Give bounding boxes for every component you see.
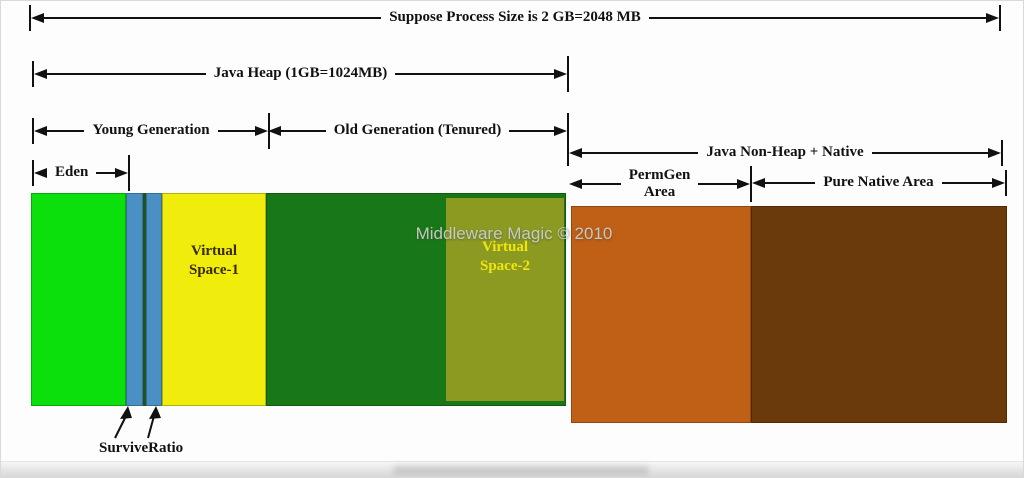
arrow-line [698, 183, 738, 185]
arrow-young-generation: Young Generation [32, 113, 270, 149]
arrowhead-right-icon [992, 178, 1006, 188]
arrowhead-left-icon [34, 126, 47, 136]
arrow-old-generation: Old Generation (Tenured) [268, 113, 570, 149]
old-generation-label: Old Generation (Tenured) [333, 122, 502, 139]
pure-native-block [751, 206, 1007, 423]
arrow-line [47, 73, 206, 75]
arrowhead-left-icon [34, 69, 47, 79]
virtual-space-2-label: Virtual Space-2 [480, 239, 530, 274]
arrow-java-heap: Java Heap (1GB=1024MB) [32, 56, 570, 92]
arrow-tick [1005, 170, 1008, 196]
arrowhead-right-icon [737, 179, 751, 189]
eden-label: Eden [55, 164, 89, 181]
arrow-tick [29, 5, 31, 31]
arrow-line [871, 152, 989, 154]
arrow-tick [750, 166, 753, 202]
arrow-line [941, 182, 993, 184]
arrow-line [281, 130, 326, 132]
arrow-line [47, 130, 85, 132]
non-heap-label: Java Non-Heap + Native [706, 144, 864, 161]
arrow-permgen: PermGen Area [569, 165, 753, 203]
arrow-line [648, 17, 986, 19]
arrow-process-size: Suppose Process Size is 2 GB=2048 MB [29, 5, 1001, 31]
arrow-tick [32, 160, 34, 186]
virtual-space-1-block: Virtual Space-1 [162, 193, 266, 406]
arrow-line [44, 17, 382, 19]
arrowhead-right-icon [554, 126, 568, 136]
arrowhead-left-icon [34, 168, 47, 178]
process-size-label: Suppose Process Size is 2 GB=2048 MB [389, 9, 641, 26]
survive-ratio-label: SurviveRatio [99, 440, 184, 456]
arrowhead-right-icon [554, 69, 568, 79]
arrow-tick [999, 5, 1001, 31]
permgen-block [571, 206, 751, 423]
arrowhead-right-icon [115, 168, 128, 178]
java-heap-label: Java Heap (1GB=1024MB) [213, 65, 388, 82]
arrow-line [96, 172, 115, 174]
arrow-line [509, 130, 555, 132]
arrow-tick [32, 61, 34, 87]
pure-native-label: Pure Native Area [823, 174, 934, 191]
arrowhead-left-icon [569, 179, 582, 189]
virtual-space-1-label: Virtual Space-1 [189, 243, 239, 278]
arrow-tick [32, 118, 34, 144]
arrowhead-left-icon [569, 148, 582, 158]
arrowhead-right-icon [986, 13, 999, 23]
arrow-tick [567, 113, 570, 149]
survivor-space-2-block [146, 193, 162, 406]
arrow-non-heap: Java Non-Heap + Native [567, 140, 1004, 166]
arrow-line [582, 152, 699, 154]
permgen-label: PermGen Area [628, 166, 691, 200]
arrowhead-right-icon [255, 126, 268, 136]
arrow-tick [128, 155, 130, 191]
arrow-pure-native: Pure Native Area [752, 170, 1008, 196]
arrowhead-left-icon [752, 178, 765, 188]
survivor-divider [143, 193, 146, 406]
watermark-text: Middleware Magic © 2010 [415, 224, 613, 243]
arrow-eden: Eden [32, 155, 130, 191]
arrow-line [765, 182, 816, 184]
eden-block [31, 193, 126, 406]
young-generation-label: Young Generation [92, 122, 210, 139]
arrow-tick [567, 56, 570, 92]
survive-ratio-arrows-icon [114, 406, 161, 439]
arrow-tick [1001, 140, 1004, 166]
bottom-border-strip [1, 461, 1023, 477]
virtual-space-2-block: Virtual Space-2 [446, 198, 564, 401]
arrow-line [582, 183, 621, 185]
arrow-tick [567, 140, 569, 166]
arrowhead-left-icon [31, 13, 44, 23]
arrowhead-left-icon [268, 126, 281, 136]
arrow-line [217, 130, 255, 132]
survivor-space-1-block [126, 193, 143, 406]
arrow-line [395, 73, 555, 75]
arrowhead-right-icon [988, 148, 1002, 158]
cropped-caption-artifact [393, 466, 649, 475]
